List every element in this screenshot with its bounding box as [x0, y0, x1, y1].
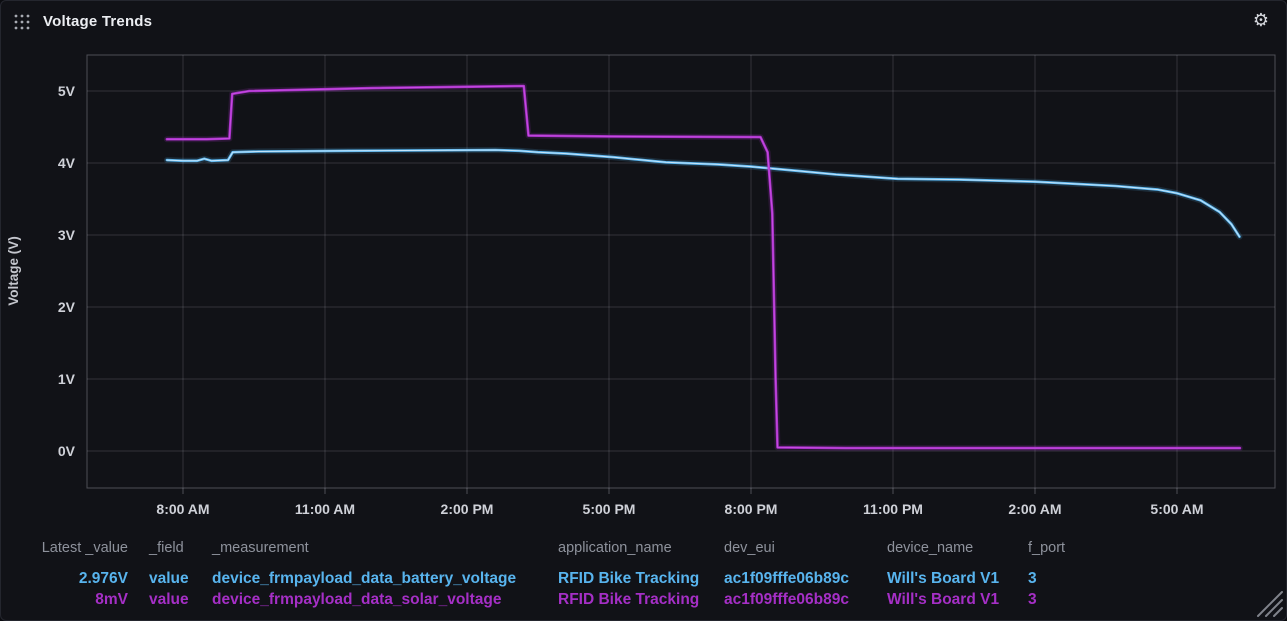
- x-axis-tick-label: 11:00 PM: [863, 501, 923, 517]
- legend-cell[interactable]: Will's Board V1: [887, 590, 1000, 608]
- chart-plot-area[interactable]: [86, 54, 1276, 489]
- series-line-solar_voltage: [165, 84, 1242, 450]
- y-axis-tick-label: 3V: [58, 227, 76, 243]
- legend-header--measurement[interactable]: _measurement: [212, 540, 309, 556]
- legend-cell[interactable]: 3: [1028, 590, 1037, 608]
- legend-cell[interactable]: device_frmpayload_data_solar_voltage: [212, 590, 502, 608]
- y-axis-tick-label: 5V: [58, 83, 76, 99]
- x-axis-tick-label: 2:00 PM: [441, 501, 494, 517]
- legend-header-device-name[interactable]: device_name: [887, 540, 974, 556]
- gear-icon[interactable]: ⚙: [1252, 10, 1269, 31]
- legend-cell[interactable]: value: [149, 590, 189, 608]
- x-axis-tick-label: 8:00 AM: [156, 501, 209, 517]
- legend-cell[interactable]: 2.976V: [78, 569, 128, 587]
- y-axis-tick-label: 2V: [58, 299, 76, 315]
- legend-cell[interactable]: Will's Board V1: [887, 569, 1000, 587]
- legend-cell[interactable]: ac1f09fffe06b89c: [724, 569, 849, 587]
- legend-cell[interactable]: device_frmpayload_data_battery_voltage: [212, 569, 517, 587]
- y-axis-tick-label: 1V: [58, 371, 76, 387]
- drag-handle-icon[interactable]: [14, 14, 30, 30]
- x-axis-tick-label: 5:00 PM: [583, 501, 636, 517]
- legend-header--field[interactable]: _field: [149, 540, 184, 556]
- y-axis-tick-label: 4V: [58, 155, 76, 171]
- legend-header-f-port[interactable]: f_port: [1028, 540, 1066, 556]
- panel-header: Voltage Trends ⚙: [1, 1, 1286, 41]
- legend-cell[interactable]: 3: [1028, 569, 1037, 587]
- x-axis-tick-label: 2:00 AM: [1008, 501, 1061, 517]
- legend-cell[interactable]: value: [149, 569, 189, 587]
- legend-cell[interactable]: ac1f09fffe06b89c: [724, 590, 849, 608]
- legend-header-dev-eui[interactable]: dev_eui: [724, 540, 775, 556]
- legend-header-latest-value[interactable]: Latest _value: [41, 540, 128, 556]
- legend-row-battery_voltage[interactable]: 2.976V value device_frmpayload_data_batter…: [1, 568, 1286, 589]
- series-core-solar_voltage: [166, 85, 1241, 449]
- legend-table: Latest _value _field _measurement applicati…: [1, 539, 1286, 610]
- legend-row-solar_voltage[interactable]: 8mV value device_frmpayload_data_solar_vol…: [1, 589, 1286, 610]
- legend-cell[interactable]: 8mV: [95, 590, 128, 608]
- legend-header-application-name[interactable]: application_name: [558, 540, 672, 556]
- series-glow-solar_voltage: [163, 83, 1243, 452]
- page-title[interactable]: Voltage Trends: [43, 13, 153, 30]
- series-core-battery_voltage: [166, 149, 1240, 238]
- legend-header-row: Latest _value _field _measurement applicati…: [1, 539, 1286, 557]
- x-axis-tick-label: 5:00 AM: [1150, 501, 1203, 517]
- legend-cell[interactable]: RFID Bike Tracking: [558, 590, 700, 608]
- legend-cell[interactable]: RFID Bike Tracking: [558, 569, 700, 587]
- y-axis-title: Voltage (V): [6, 236, 21, 306]
- x-axis-tick-label: 11:00 AM: [295, 501, 355, 517]
- y-axis-tick-label: 0V: [58, 443, 76, 459]
- resize-handle-icon[interactable]: [1254, 588, 1284, 618]
- x-axis-tick-label: 8:00 PM: [725, 501, 778, 517]
